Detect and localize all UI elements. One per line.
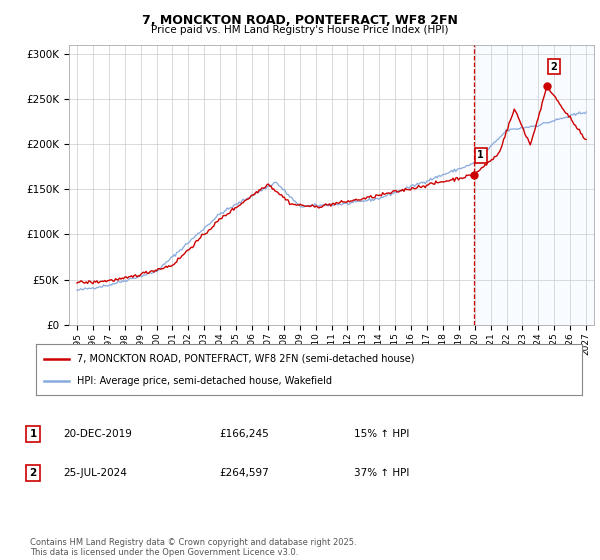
Text: 1: 1	[29, 429, 37, 439]
Text: HPI: Average price, semi-detached house, Wakefield: HPI: Average price, semi-detached house,…	[77, 376, 332, 386]
Text: £264,597: £264,597	[219, 468, 269, 478]
Text: 20-DEC-2019: 20-DEC-2019	[63, 429, 132, 439]
Text: 25-JUL-2024: 25-JUL-2024	[63, 468, 127, 478]
Text: Contains HM Land Registry data © Crown copyright and database right 2025.
This d: Contains HM Land Registry data © Crown c…	[30, 538, 356, 557]
Text: 7, MONCKTON ROAD, PONTEFRACT, WF8 2FN: 7, MONCKTON ROAD, PONTEFRACT, WF8 2FN	[142, 14, 458, 27]
Text: 7, MONCKTON ROAD, PONTEFRACT, WF8 2FN (semi-detached house): 7, MONCKTON ROAD, PONTEFRACT, WF8 2FN (s…	[77, 353, 415, 363]
Bar	[474, 45, 594, 325]
Text: 37% ↑ HPI: 37% ↑ HPI	[354, 468, 409, 478]
Text: £166,245: £166,245	[219, 429, 269, 439]
Text: 2: 2	[550, 62, 557, 72]
Text: Price paid vs. HM Land Registry's House Price Index (HPI): Price paid vs. HM Land Registry's House …	[151, 25, 449, 35]
Text: 1: 1	[478, 151, 484, 160]
Text: 2: 2	[29, 468, 37, 478]
Text: 15% ↑ HPI: 15% ↑ HPI	[354, 429, 409, 439]
